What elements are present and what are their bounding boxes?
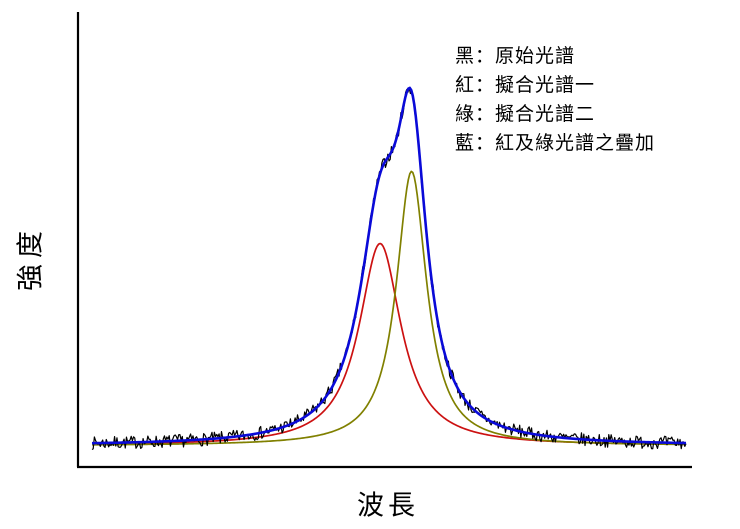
- curves-group: [91, 86, 687, 451]
- x-axis-label: 波長: [357, 490, 419, 521]
- chart-legend: 黑：原始光譜 紅：擬合光譜一 綠：擬合光譜二 藍：紅及綠光譜之疊加: [455, 42, 655, 158]
- y-axis-label: 強度: [15, 225, 46, 291]
- series-sum: [91, 86, 687, 445]
- series-peak0: [91, 242, 687, 446]
- legend-item-red: 紅：擬合光譜一: [455, 75, 596, 96]
- legend-item-blue: 藍：紅及綠光譜之疊加: [455, 133, 656, 154]
- legend-item-green: 綠：擬合光譜二: [455, 104, 596, 125]
- legend-item-black: 黑：原始光譜: [455, 46, 576, 67]
- series-peak1: [91, 170, 687, 446]
